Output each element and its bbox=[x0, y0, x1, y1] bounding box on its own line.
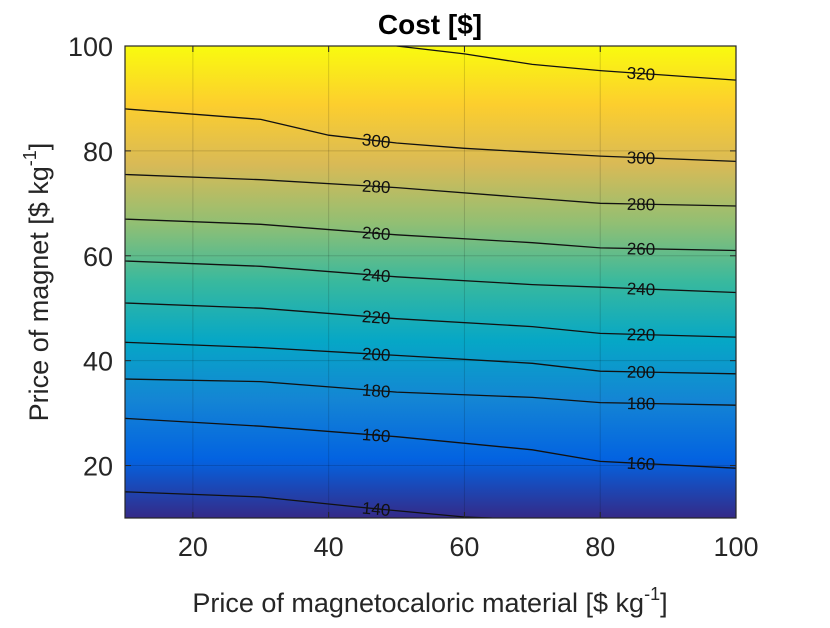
contour-label-text: 160 bbox=[626, 454, 655, 474]
contour-label-text: 320 bbox=[626, 64, 656, 85]
contour-label-text: 240 bbox=[626, 279, 655, 299]
contour-line-140 bbox=[125, 491, 492, 518]
contour-label-text: 200 bbox=[361, 344, 390, 365]
axis-ticks: 20 40 60 80 100 20 40 60 80 100 bbox=[68, 32, 759, 562]
contour-line-220 bbox=[125, 302, 736, 338]
contour-label-text: 300 bbox=[361, 130, 391, 152]
plot-frame bbox=[124, 45, 737, 519]
contour-line-260 bbox=[125, 218, 736, 252]
chart-title: Cost [$] bbox=[378, 9, 482, 40]
x-axis-label: Price of magnetocaloric material [$ kg-1… bbox=[192, 584, 667, 618]
contour-label-text: 180 bbox=[627, 394, 656, 414]
contour-label-text: 200 bbox=[627, 363, 656, 383]
contour-label-180: 180 bbox=[627, 394, 656, 414]
y-axis-label-superscript: -1 bbox=[20, 150, 40, 166]
contour-label-text: 220 bbox=[627, 325, 656, 345]
contour-label-160: 160 bbox=[361, 425, 391, 446]
contour-label-200: 200 bbox=[361, 344, 390, 365]
contour-label-text: 160 bbox=[361, 425, 391, 446]
contour-labels: 140 160 160 180 180 200 200 220 220 240 240 260 260 2… bbox=[361, 64, 656, 521]
y-tick-label: 40 bbox=[83, 347, 113, 377]
y-axis-label-end: ] bbox=[24, 143, 54, 151]
y-tick-label: 60 bbox=[83, 242, 113, 272]
y-tick-label: 80 bbox=[83, 137, 113, 167]
contour-label-280: 280 bbox=[627, 195, 656, 215]
contour-label-300: 300 bbox=[626, 148, 655, 168]
x-tick-label: 60 bbox=[449, 532, 479, 562]
contour-line-240 bbox=[125, 260, 736, 294]
contour-line-320 bbox=[396, 46, 736, 81]
contour-label-text: 240 bbox=[361, 265, 391, 286]
contour-label-text: 180 bbox=[361, 381, 391, 402]
x-tick-label: 100 bbox=[713, 532, 758, 562]
contour-label-220: 220 bbox=[627, 325, 656, 345]
contour-line-280 bbox=[125, 173, 736, 207]
contour-label-240: 240 bbox=[626, 279, 655, 299]
y-axis-label-main: Price of magnet [$ kg bbox=[24, 166, 54, 421]
x-tick-label: 40 bbox=[314, 532, 344, 562]
contour-label-320: 320 bbox=[626, 64, 656, 85]
contour-label-text: 140 bbox=[361, 499, 391, 521]
contour-line-180 bbox=[125, 378, 736, 406]
contour-label-text: 260 bbox=[361, 223, 391, 244]
contour-label-220: 220 bbox=[361, 307, 391, 328]
contour-label-200: 200 bbox=[627, 363, 656, 383]
contour-lines bbox=[125, 46, 736, 518]
y-tick-label: 100 bbox=[68, 32, 113, 62]
contour-label-160: 160 bbox=[626, 454, 655, 474]
contour-label-300: 300 bbox=[361, 130, 391, 152]
x-tick-label: 80 bbox=[585, 532, 615, 562]
contour-line-160 bbox=[125, 417, 736, 469]
contour-label-180: 180 bbox=[361, 381, 391, 402]
contour-label-280: 280 bbox=[361, 177, 390, 198]
contour-label-140: 140 bbox=[361, 499, 391, 521]
contour-label-text: 300 bbox=[626, 148, 655, 168]
grid-lines bbox=[125, 46, 736, 518]
contour-label-240: 240 bbox=[361, 265, 391, 286]
x-axis-label-end: ] bbox=[660, 588, 668, 618]
contour-label-260: 260 bbox=[361, 223, 391, 244]
contour-label-text: 260 bbox=[627, 239, 656, 259]
y-axis-label: Price of magnet [$ kg-1] bbox=[20, 143, 54, 422]
contour-line-200 bbox=[125, 341, 736, 375]
contour-label-text: 220 bbox=[361, 307, 391, 328]
y-tick-label: 20 bbox=[83, 452, 113, 482]
x-tick-label: 20 bbox=[178, 532, 208, 562]
x-axis-label-main: Price of magnetocaloric material [$ kg bbox=[192, 588, 644, 618]
contour-label-text: 280 bbox=[361, 177, 390, 198]
contour-label-260: 260 bbox=[627, 239, 656, 259]
x-axis-label-superscript: -1 bbox=[644, 584, 660, 604]
contour-label-text: 280 bbox=[627, 195, 656, 215]
contour-line-300 bbox=[125, 108, 736, 163]
